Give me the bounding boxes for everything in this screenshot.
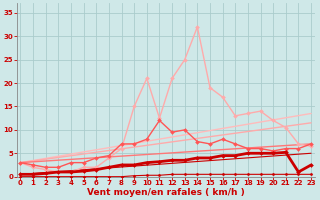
X-axis label: Vent moyen/en rafales ( km/h ): Vent moyen/en rafales ( km/h ) (87, 188, 245, 197)
